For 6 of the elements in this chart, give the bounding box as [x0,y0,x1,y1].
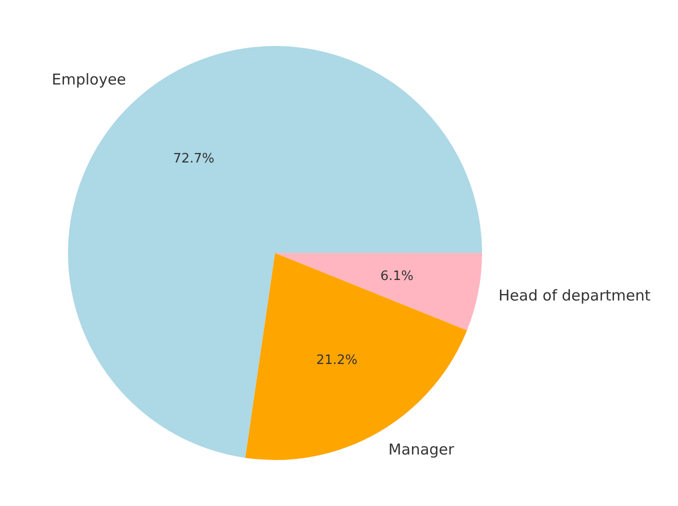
slice-label: Employee [52,70,126,89]
data-label: 72.7% [173,151,214,166]
slice-label: Manager [388,440,456,458]
slice-label: Head of department [498,286,651,304]
data-label: 6.1% [380,269,414,284]
data-label: 21.2% [316,353,358,368]
